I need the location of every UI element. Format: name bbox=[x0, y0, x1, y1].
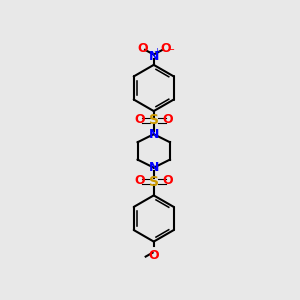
Text: O: O bbox=[135, 113, 145, 126]
Text: O: O bbox=[148, 249, 159, 262]
Text: N: N bbox=[148, 50, 159, 63]
Text: +: + bbox=[153, 47, 160, 56]
Text: O: O bbox=[162, 174, 173, 187]
Text: O: O bbox=[162, 113, 173, 126]
Text: N: N bbox=[148, 128, 159, 141]
Text: S: S bbox=[149, 113, 159, 127]
Text: O: O bbox=[135, 174, 145, 187]
Text: −: − bbox=[167, 45, 175, 55]
Text: O: O bbox=[137, 42, 148, 55]
Text: O: O bbox=[160, 42, 171, 55]
Text: N: N bbox=[148, 161, 159, 174]
Text: S: S bbox=[149, 175, 159, 188]
